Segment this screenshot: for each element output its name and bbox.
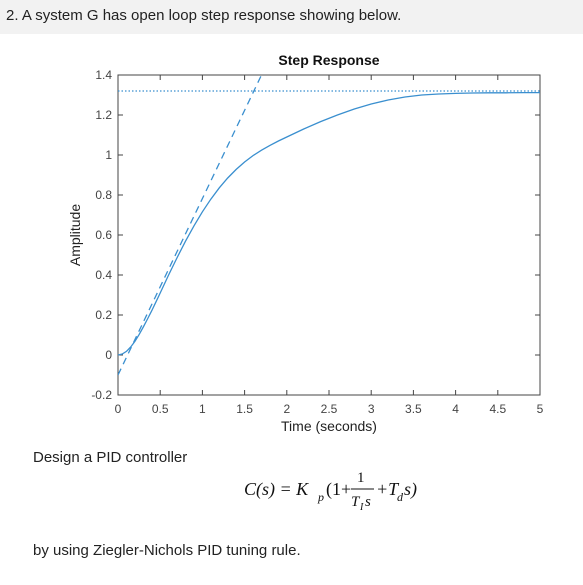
x-tick-label: 3 [368,402,375,416]
x-tick-label: 4.5 [489,402,506,416]
formula-lhs: C(s) = K [244,479,309,500]
pid-formula: C(s) = K p (1+ 1 T I s +T d s) [244,470,444,527]
formula-td-sub: d [397,490,404,504]
y-tick-label: 0.2 [95,308,112,322]
x-tick-label: 1 [199,402,206,416]
formula-denominator: T [351,494,361,510]
formula-kp-sub: p [317,490,324,504]
formula-open: (1+ [326,479,351,500]
tangent-line [118,75,263,376]
formula-tail: s) [404,479,417,500]
y-axis-label: Amplitude [67,204,83,266]
y-tick-label: 1 [105,148,112,162]
step-response-line [118,91,540,356]
design-instruction: Design a PID controller [33,449,188,466]
x-tick-label: 5 [537,402,544,416]
question-bar [0,0,583,34]
y-tick-label: -0.2 [91,388,112,402]
y-tick-label: 0.6 [95,228,112,242]
x-tick-label: 4 [452,402,459,416]
formula-den-s: s [365,494,371,510]
chart-title: Step Response [278,52,379,68]
x-tick-label: 2.5 [321,402,338,416]
x-tick-label: 0 [115,402,122,416]
pid-formula-svg: C(s) = K p (1+ 1 T I s +T d s) [244,470,417,513]
x-tick-label: 2 [283,402,290,416]
x-tick-label: 0.5 [152,402,169,416]
y-tick-label: 0 [105,348,112,362]
y-tick-label: 1.2 [95,108,112,122]
step-response-chart: 0 0.5 1 1.5 2 2.5 3 3.5 4 4.5 5-0.200.20.40.60.811… [67,52,544,434]
y-tick-label: 0.4 [95,268,112,282]
tuning-rule-text: by using Ziegler-Nichols PID tuning rule… [33,542,301,559]
plot-frame [117,74,541,396]
formula-numerator: 1 [357,470,365,486]
y-tick-label: 0.8 [95,188,112,202]
formula-plus-td: +T [376,479,400,499]
x-tick-label: 1.5 [236,402,253,416]
question-text: 2. A system G has open loop step respons… [6,7,402,24]
formula-den-sub: I [359,502,364,513]
y-tick-label: 1.4 [95,68,112,82]
x-axis-label: Time (seconds) [281,418,377,434]
x-tick-label: 3.5 [405,402,422,416]
